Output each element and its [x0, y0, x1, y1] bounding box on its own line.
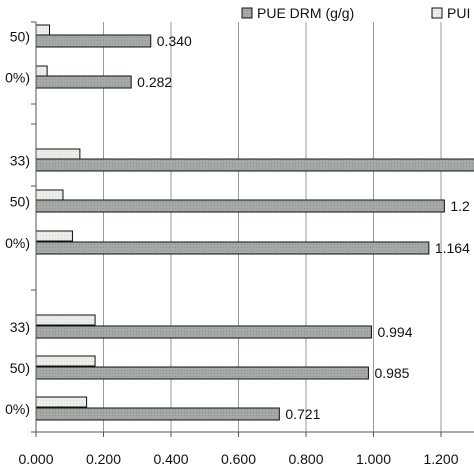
- x-tick-label: 0.200: [86, 451, 121, 467]
- category-label: 50): [10, 29, 30, 45]
- legend-label-pui: PUI: [447, 5, 470, 21]
- bar-pue-drm: [35, 199, 445, 213]
- x-tick-label: 0.000: [18, 451, 53, 467]
- category-label: 50): [10, 360, 30, 376]
- x-tick-label: 1.200: [423, 451, 458, 467]
- bar-value-label: 0.282: [137, 74, 172, 90]
- legend-label-pue-drm: PUE DRM (g/g): [257, 5, 354, 21]
- bar-value-label: 0.985: [374, 365, 409, 381]
- bar-pui: [35, 24, 50, 36]
- x-tick-label: 0.400: [153, 451, 188, 467]
- bar-pue-drm: [35, 241, 430, 255]
- bar-pue-drm: [35, 75, 132, 89]
- bar-value-label: 0.994: [377, 324, 412, 340]
- category-label: 33): [10, 153, 30, 169]
- bar-pui: [35, 355, 96, 367]
- bar-pui: [35, 65, 48, 77]
- x-tick-label: 1.000: [356, 451, 391, 467]
- bar-pue-drm: [35, 158, 474, 172]
- legend-swatch-pue-drm: [241, 7, 253, 19]
- bar-value-label: 0.721: [285, 406, 320, 422]
- bar-value-label: 1.164: [435, 240, 470, 256]
- bar-value-label: 0.340: [157, 33, 192, 49]
- bar-value-label: 1.2: [450, 198, 470, 214]
- axis-layer: 0.000 0.200 0.400 0.600 0.800 1.000 1.200 50) 0%…: [5, 21, 474, 467]
- legend-swatch-pui: [431, 7, 443, 19]
- bar-pui: [35, 396, 88, 408]
- bar-pue-drm: [35, 366, 369, 380]
- category-label: 33): [10, 319, 30, 335]
- bar-pui: [35, 314, 96, 326]
- bar-pue-drm: [35, 34, 152, 48]
- bar-pue-drm: [35, 325, 372, 339]
- category-label: 50): [10, 194, 30, 210]
- bar-pui: [35, 189, 64, 201]
- bar-pui: [35, 230, 73, 242]
- bar-pui: [35, 148, 81, 160]
- legend: PUE DRM (g/g) PUI: [241, 5, 470, 21]
- bars-layer: 0.340 0.282 1.2 1.164 0.994 0.985 0.721: [35, 24, 474, 422]
- category-label: 0%): [5, 401, 30, 417]
- grid-layer: [103, 22, 442, 432]
- category-label: 0%): [5, 70, 30, 86]
- x-tick-label: 0.800: [288, 451, 323, 467]
- category-label: 0%): [5, 235, 30, 251]
- x-tick-label: 0.600: [221, 451, 256, 467]
- bar-pue-drm: [35, 407, 280, 421]
